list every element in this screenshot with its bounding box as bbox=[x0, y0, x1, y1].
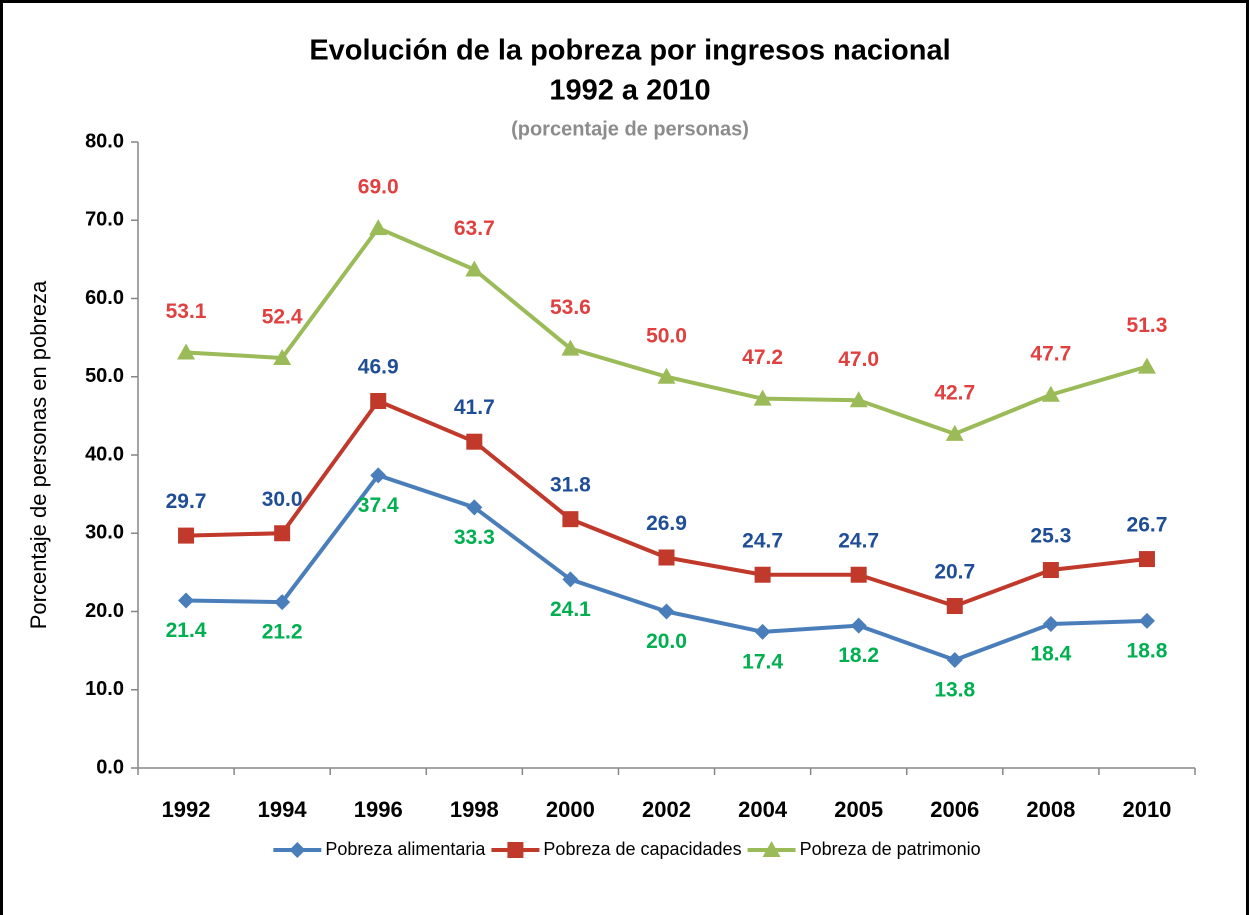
data-point bbox=[178, 527, 195, 544]
data-point bbox=[945, 424, 964, 441]
data-label: 52.4 bbox=[262, 306, 303, 329]
data-label: 24.7 bbox=[742, 529, 783, 552]
data-point bbox=[177, 343, 196, 360]
y-tick-label: 10.0 bbox=[85, 678, 124, 700]
data-point bbox=[658, 603, 675, 620]
data-point bbox=[178, 592, 195, 609]
data-point bbox=[849, 391, 868, 408]
data-label: 21.4 bbox=[166, 619, 207, 642]
data-point bbox=[274, 594, 291, 611]
data-label: 21.2 bbox=[262, 621, 303, 644]
x-tick-label: 2006 bbox=[930, 797, 979, 822]
data-label: 41.7 bbox=[454, 396, 495, 419]
data-label: 13.8 bbox=[934, 679, 975, 702]
data-label: 47.2 bbox=[742, 346, 783, 369]
data-point bbox=[370, 467, 387, 484]
y-tick-label: 0.0 bbox=[96, 756, 124, 778]
data-point bbox=[369, 219, 388, 236]
data-label: 26.9 bbox=[646, 512, 687, 535]
data-point bbox=[850, 566, 867, 583]
data-label: 63.7 bbox=[454, 217, 495, 240]
data-point bbox=[466, 499, 483, 516]
y-tick-label: 70.0 bbox=[85, 209, 124, 231]
data-point bbox=[658, 549, 675, 566]
data-label: 33.3 bbox=[454, 526, 495, 549]
chart-subtitle: (porcentaje de personas) bbox=[511, 118, 749, 140]
x-tick-label: 1994 bbox=[258, 797, 308, 822]
data-point bbox=[753, 389, 772, 406]
chart-title: 1992 a 2010 bbox=[549, 75, 710, 107]
x-tick-label: 2005 bbox=[834, 797, 883, 822]
data-point bbox=[274, 525, 291, 542]
data-point bbox=[562, 571, 579, 588]
data-label: 20.7 bbox=[934, 561, 975, 584]
data-point bbox=[1042, 562, 1059, 579]
y-tick-label: 80.0 bbox=[85, 130, 124, 152]
series-line bbox=[185, 399, 1148, 609]
data-point bbox=[465, 260, 484, 277]
legend-marker bbox=[507, 842, 524, 858]
data-label: 69.0 bbox=[358, 176, 399, 199]
data-label: 24.7 bbox=[838, 529, 879, 552]
data-point bbox=[657, 367, 676, 384]
legend-marker bbox=[289, 842, 306, 858]
data-point bbox=[946, 652, 963, 669]
legend-label: Pobreza de patrimonio bbox=[800, 839, 981, 859]
data-label: 37.4 bbox=[358, 494, 399, 517]
data-point bbox=[850, 617, 867, 634]
x-tick-label: 1998 bbox=[450, 797, 499, 822]
data-point bbox=[273, 348, 292, 365]
data-point bbox=[1137, 357, 1156, 374]
data-point bbox=[466, 433, 483, 450]
data-label: 46.9 bbox=[358, 356, 399, 379]
data-label: 29.7 bbox=[166, 490, 207, 513]
data-point bbox=[561, 339, 580, 356]
data-label: 47.7 bbox=[1030, 342, 1071, 365]
y-axis-label: Porcentaje de personas en pobreza bbox=[26, 280, 51, 629]
data-label: 25.3 bbox=[1030, 525, 1071, 548]
data-point bbox=[1041, 385, 1060, 402]
x-tick-label: 2000 bbox=[546, 797, 595, 822]
data-label: 53.6 bbox=[550, 296, 591, 319]
data-label: 47.0 bbox=[838, 348, 879, 371]
data-point bbox=[1138, 612, 1155, 629]
y-tick-label: 60.0 bbox=[85, 287, 124, 309]
y-tick-label: 20.0 bbox=[85, 600, 124, 622]
data-label: 51.3 bbox=[1127, 314, 1168, 337]
y-tick-label: 40.0 bbox=[85, 443, 124, 465]
data-label: 31.8 bbox=[550, 474, 591, 497]
data-point bbox=[1138, 551, 1155, 568]
data-label: 42.7 bbox=[934, 381, 975, 404]
legend-label: Pobreza de capacidades bbox=[543, 839, 741, 859]
x-tick-label: 1992 bbox=[162, 797, 211, 822]
data-label: 18.8 bbox=[1127, 639, 1168, 662]
chart-title: Evolución de la pobreza por ingresos nac… bbox=[309, 35, 950, 67]
data-label: 20.0 bbox=[646, 630, 687, 653]
data-point bbox=[754, 623, 771, 640]
data-point bbox=[754, 566, 771, 583]
y-tick-label: 30.0 bbox=[85, 522, 124, 544]
data-point bbox=[370, 393, 387, 410]
x-tick-label: 1996 bbox=[354, 797, 403, 822]
x-tick-label: 2004 bbox=[738, 797, 788, 822]
x-tick-label: 2010 bbox=[1122, 797, 1171, 822]
data-point bbox=[562, 511, 579, 528]
x-tick-label: 2008 bbox=[1026, 797, 1075, 822]
data-label: 17.4 bbox=[742, 650, 783, 673]
data-label: 30.0 bbox=[262, 488, 303, 511]
data-point bbox=[1042, 616, 1059, 633]
data-label: 50.0 bbox=[646, 324, 687, 347]
x-tick-label: 2002 bbox=[642, 797, 691, 822]
legend-marker bbox=[762, 841, 781, 857]
data-label: 53.1 bbox=[166, 300, 207, 323]
data-label: 18.4 bbox=[1030, 643, 1071, 666]
legend-label: Pobreza alimentaria bbox=[325, 839, 486, 859]
data-point bbox=[946, 598, 963, 615]
data-label: 24.1 bbox=[550, 598, 591, 621]
y-tick-label: 50.0 bbox=[85, 365, 124, 387]
data-label: 26.7 bbox=[1127, 514, 1168, 537]
data-label: 18.2 bbox=[838, 644, 879, 667]
